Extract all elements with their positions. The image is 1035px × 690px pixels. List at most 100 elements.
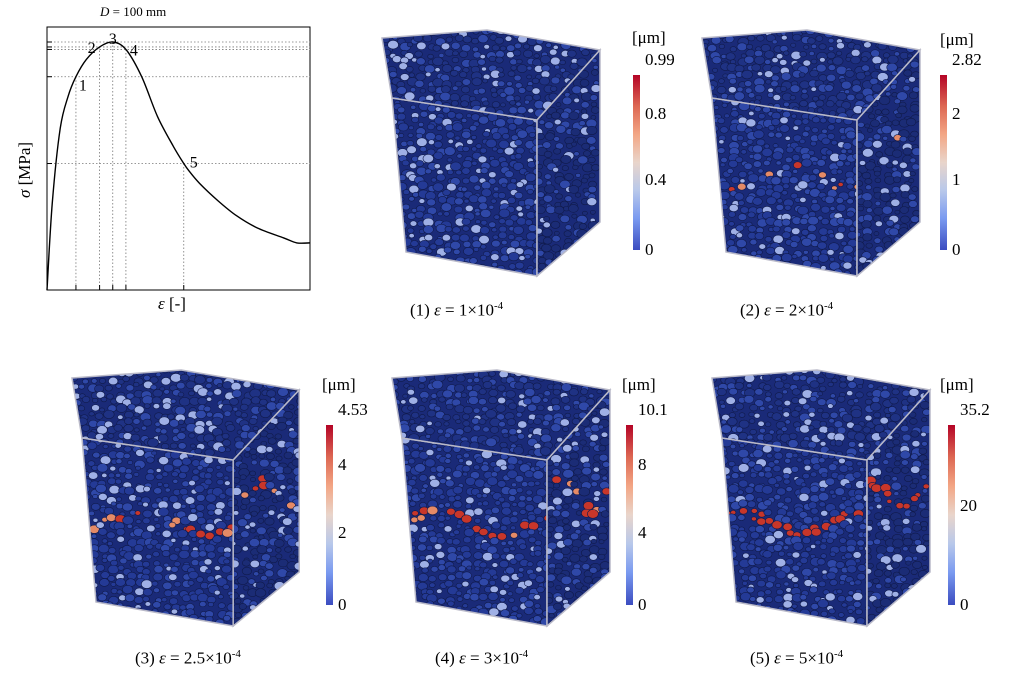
grain xyxy=(564,412,571,419)
grain xyxy=(204,472,213,480)
grain xyxy=(122,515,134,525)
grain xyxy=(533,594,541,601)
grain xyxy=(384,30,391,35)
grain xyxy=(216,383,223,388)
grain xyxy=(810,544,817,549)
grain xyxy=(511,605,519,612)
grain xyxy=(506,81,513,87)
grain xyxy=(537,205,546,215)
grain xyxy=(177,529,188,539)
grain xyxy=(434,238,444,246)
grain xyxy=(581,142,591,150)
grain xyxy=(417,543,427,552)
grain xyxy=(491,44,500,52)
grain xyxy=(712,370,723,378)
grain xyxy=(466,378,474,384)
grain xyxy=(432,77,444,88)
grain xyxy=(543,150,553,158)
grain xyxy=(382,93,392,103)
grain xyxy=(72,417,78,425)
grain xyxy=(776,588,784,596)
grain xyxy=(846,390,854,396)
grain xyxy=(723,269,730,275)
grain xyxy=(543,514,547,522)
grain xyxy=(266,452,275,460)
grain xyxy=(580,388,589,395)
grain xyxy=(798,72,806,78)
grain xyxy=(426,619,435,626)
grain xyxy=(735,370,743,374)
grain xyxy=(734,382,744,390)
grain xyxy=(801,158,813,168)
grain xyxy=(792,583,799,589)
grain xyxy=(750,268,757,274)
grain xyxy=(902,85,911,92)
grain xyxy=(491,227,498,233)
grain xyxy=(541,528,547,538)
grain xyxy=(773,530,784,539)
grain xyxy=(579,439,587,446)
grain xyxy=(392,435,399,441)
grain xyxy=(417,573,429,582)
grain xyxy=(501,507,512,516)
grain xyxy=(528,536,537,544)
grain xyxy=(598,619,607,626)
grain xyxy=(836,42,845,50)
grain xyxy=(909,263,917,270)
grain xyxy=(392,454,400,460)
grain xyxy=(251,459,258,466)
grain xyxy=(857,142,864,150)
grain xyxy=(401,413,411,421)
grain xyxy=(559,418,570,427)
grain xyxy=(488,396,498,405)
grain xyxy=(469,124,478,132)
grain xyxy=(603,611,610,616)
grain xyxy=(764,535,776,545)
grain xyxy=(160,617,172,626)
grain xyxy=(117,414,124,420)
grain xyxy=(830,623,841,626)
grain xyxy=(853,370,865,378)
grain xyxy=(702,105,713,115)
grain xyxy=(177,419,185,425)
grain xyxy=(133,472,140,477)
grain xyxy=(485,437,497,447)
grain xyxy=(455,112,464,120)
grain xyxy=(152,389,163,398)
grain xyxy=(757,420,765,427)
grain xyxy=(873,237,882,244)
grain xyxy=(448,624,455,626)
grain xyxy=(283,411,294,420)
grain xyxy=(579,555,588,563)
grain xyxy=(789,241,799,248)
grain xyxy=(590,149,600,157)
grain xyxy=(514,42,522,49)
grain xyxy=(132,418,141,425)
grain xyxy=(474,622,485,626)
grain xyxy=(801,622,808,626)
grain xyxy=(168,573,178,581)
grain xyxy=(404,91,416,101)
grain xyxy=(432,44,441,52)
grain xyxy=(790,410,800,418)
grain xyxy=(873,231,880,236)
grain xyxy=(178,472,187,480)
grain xyxy=(736,623,746,626)
grain xyxy=(516,58,523,65)
grain xyxy=(453,610,464,619)
grain xyxy=(555,34,563,41)
grain xyxy=(865,571,867,581)
grain xyxy=(297,595,300,603)
point-label: 3 xyxy=(109,31,117,48)
grain xyxy=(560,575,573,585)
grain xyxy=(791,564,800,572)
grain xyxy=(743,394,755,404)
grain xyxy=(143,485,151,493)
grain xyxy=(170,608,178,615)
grain xyxy=(736,122,748,133)
grain xyxy=(508,251,520,262)
grain xyxy=(480,244,487,250)
grain xyxy=(82,378,89,385)
grain xyxy=(194,447,203,455)
grain xyxy=(756,71,764,77)
